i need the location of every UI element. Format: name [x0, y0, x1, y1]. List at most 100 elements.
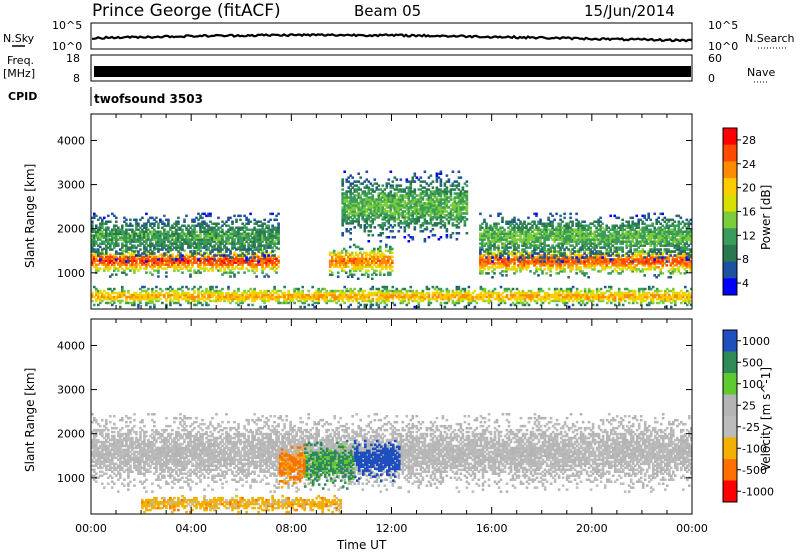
heatmap-cell	[181, 246, 184, 249]
heatmap-cell	[533, 240, 536, 243]
heatmap-cell	[145, 254, 148, 257]
heatmap-cell	[407, 240, 411, 243]
heatmap-cell	[427, 200, 431, 203]
heatmap-cell	[389, 202, 393, 205]
heatmap-cell	[393, 236, 397, 239]
heatmap-cell	[209, 232, 212, 235]
heatmap-cell	[483, 232, 486, 235]
heatmap-cell	[375, 206, 379, 209]
heatmap-cell	[615, 232, 618, 235]
heatmap-cell	[427, 214, 431, 217]
heatmap-cell	[591, 264, 594, 267]
heatmap-cell	[163, 234, 166, 237]
heatmap-cell	[573, 250, 576, 253]
heatmap-cell	[531, 220, 534, 223]
heatmap-cell	[583, 262, 586, 265]
heatmap-cell	[95, 226, 98, 229]
heatmap-cell	[393, 208, 397, 211]
heatmap-cell	[113, 269, 116, 272]
heatmap-cell	[379, 188, 383, 191]
heatmap-cell	[503, 238, 506, 241]
heatmap-cell	[143, 244, 146, 247]
heatmap-cell	[215, 259, 218, 262]
heatmap-cell	[175, 248, 178, 251]
heatmap-cell	[591, 260, 594, 263]
heatmap-cell	[371, 200, 375, 203]
heatmap-cell	[503, 228, 506, 231]
heatmap-cell	[681, 262, 685, 265]
heatmap-cell	[503, 270, 506, 273]
heatmap-cell	[513, 228, 516, 231]
heatmap-cell	[423, 218, 427, 221]
heatmap-cell	[391, 180, 395, 183]
heatmap-cell	[241, 263, 244, 266]
heatmap-cell	[603, 260, 606, 263]
heatmap-cell	[511, 236, 514, 239]
heatmap-cell	[151, 259, 154, 262]
heatmap-cell	[465, 198, 469, 201]
heatmap-cell	[519, 262, 522, 265]
heatmap-cell	[201, 224, 204, 227]
heatmap-cell	[537, 220, 540, 223]
heatmap-cell	[495, 232, 498, 235]
heatmap-cell	[117, 269, 120, 272]
heatmap-cell	[123, 263, 126, 266]
heatmap-cell	[419, 194, 423, 197]
heatmap-cell	[439, 188, 443, 191]
heatmap-cell	[253, 265, 256, 268]
heatmap-cell	[587, 234, 590, 237]
heatmap-cell	[171, 244, 174, 247]
heatmap-cell	[227, 218, 230, 222]
heatmap-cell	[369, 196, 373, 199]
heatmap-cell	[681, 260, 685, 263]
heatmap-cell	[485, 272, 488, 275]
heatmap-cell	[609, 236, 612, 239]
heatmap-cell	[577, 236, 580, 239]
heatmap-cell	[667, 260, 671, 263]
heatmap-cell	[91, 228, 94, 231]
heatmap-cell	[209, 220, 212, 223]
heatmap-cell	[275, 238, 278, 241]
heatmap-cell	[161, 244, 164, 247]
heatmap-cell	[133, 263, 136, 266]
heatmap-cell	[131, 255, 134, 258]
heatmap-cell	[207, 230, 210, 233]
heatmap-cell	[491, 254, 494, 257]
heatmap-cell	[525, 264, 528, 267]
heatmap-cell	[659, 270, 662, 273]
heatmap-cell	[435, 218, 439, 221]
heatmap-cell	[227, 228, 230, 231]
heatmap-cell	[161, 226, 164, 229]
heatmap-cell	[375, 186, 379, 189]
heatmap-cell	[455, 202, 459, 205]
heatmap-cell	[195, 251, 198, 254]
heatmap-cell	[165, 224, 168, 227]
heatmap-cell	[267, 275, 270, 278]
heatmap-cell	[353, 214, 356, 217]
heatmap-cell	[393, 202, 397, 205]
heatmap-cell	[385, 228, 389, 231]
heatmap-cell	[267, 265, 270, 268]
heatmap-cell	[521, 262, 524, 265]
heatmap-cell	[127, 236, 130, 239]
heatmap-cell	[360, 255, 364, 259]
heatmap-cell	[139, 267, 142, 270]
heatmap-cell	[117, 228, 120, 231]
heatmap-cell	[241, 240, 244, 243]
heatmap-cell	[605, 242, 608, 245]
heatmap-cell	[375, 265, 378, 268]
heatmap-cell	[231, 222, 234, 225]
heatmap-cell	[599, 258, 602, 261]
heatmap-cell	[189, 226, 192, 229]
heatmap-cell	[493, 258, 496, 261]
heatmap-cell	[581, 232, 584, 235]
heatmap-cell	[115, 244, 118, 247]
heatmap-cell	[141, 261, 144, 264]
heatmap-cell	[249, 234, 252, 237]
heatmap-cell	[619, 236, 622, 239]
heatmap-cell	[391, 216, 395, 219]
heatmap-cell	[103, 261, 106, 264]
heatmap-cell	[217, 244, 220, 247]
heatmap-cell	[195, 234, 198, 237]
heatmap-cell	[207, 214, 210, 218]
